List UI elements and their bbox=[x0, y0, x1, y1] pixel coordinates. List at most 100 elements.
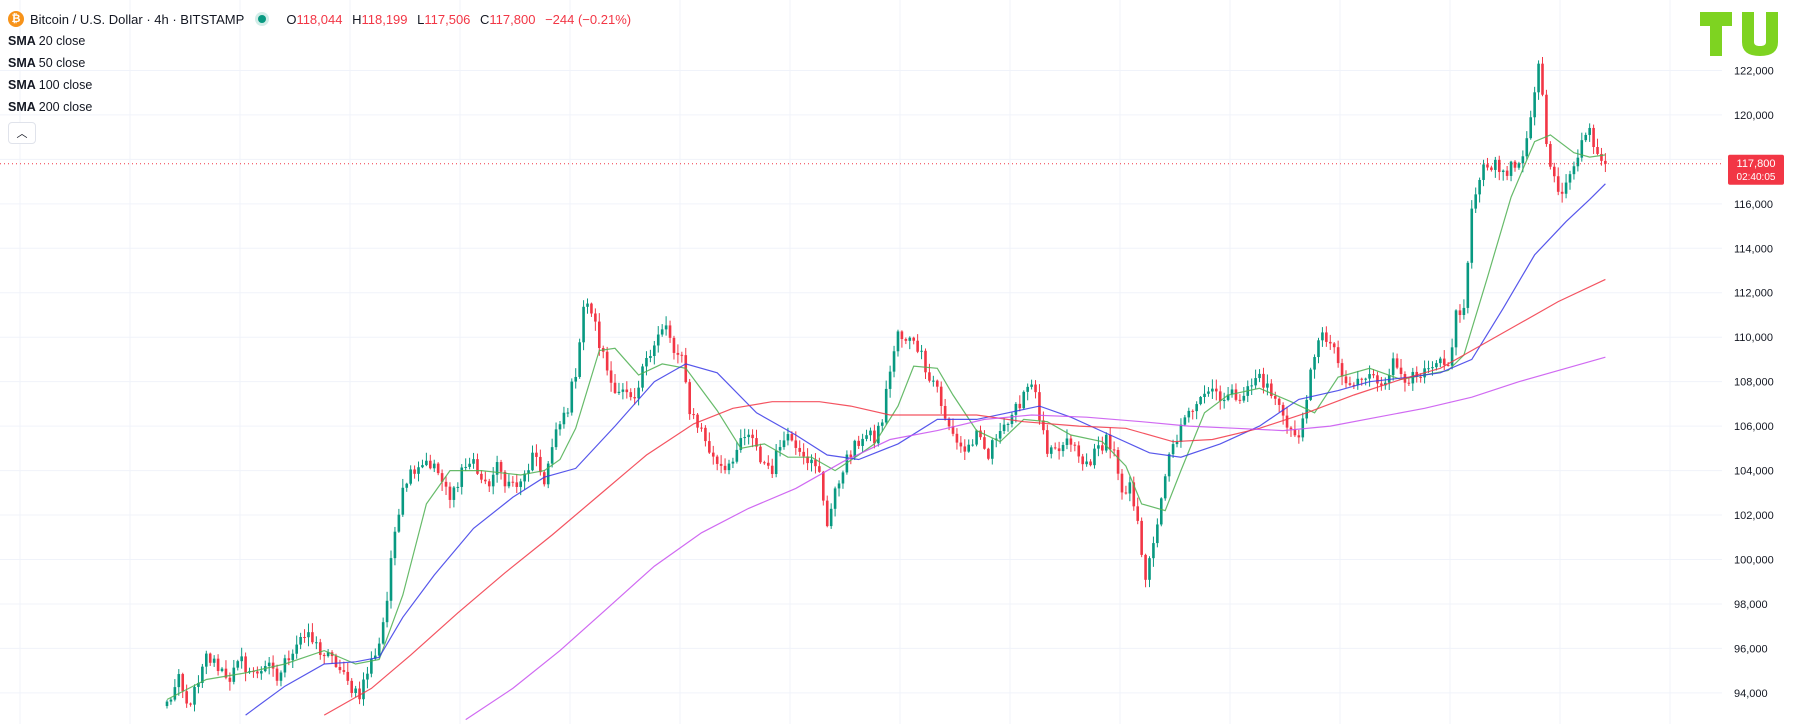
candle-body bbox=[1588, 127, 1591, 135]
candle-body bbox=[1474, 194, 1477, 209]
candle-body bbox=[660, 329, 664, 335]
candle-body bbox=[1215, 388, 1218, 392]
candle-body bbox=[1427, 368, 1430, 370]
candle-body bbox=[1545, 94, 1548, 145]
candle-body bbox=[1057, 448, 1061, 452]
candle-body bbox=[1187, 410, 1191, 418]
candle-body bbox=[460, 467, 464, 487]
candle-body bbox=[1238, 399, 1242, 401]
candle-body bbox=[1537, 63, 1540, 93]
candle-body bbox=[440, 473, 444, 482]
candle-body bbox=[747, 434, 750, 438]
countdown-timer: 02:40:05 bbox=[1737, 172, 1776, 183]
candle-body bbox=[295, 644, 298, 654]
candle-body bbox=[173, 687, 177, 700]
collapse-legend-button[interactable]: ︿ bbox=[8, 122, 36, 144]
candle-body bbox=[566, 412, 570, 414]
candle-body bbox=[1289, 427, 1293, 430]
candle-body bbox=[1199, 397, 1202, 405]
candle-body bbox=[397, 514, 401, 532]
candle-body bbox=[888, 371, 892, 389]
candle-body bbox=[1442, 358, 1446, 365]
candle-body bbox=[318, 642, 322, 655]
candle-body bbox=[476, 459, 479, 474]
candle-body bbox=[1085, 461, 1088, 465]
candle-body bbox=[1163, 476, 1167, 499]
candle-body bbox=[1348, 383, 1352, 385]
candle-body bbox=[1525, 138, 1529, 157]
candle-body bbox=[853, 440, 857, 458]
candle-body bbox=[1120, 473, 1124, 493]
candle-body bbox=[527, 470, 530, 474]
candle-body bbox=[1277, 398, 1281, 405]
candle-body bbox=[983, 437, 986, 449]
current-price-value: 117,800 bbox=[1737, 158, 1776, 170]
candle-body bbox=[452, 487, 456, 500]
candle-body bbox=[704, 427, 707, 442]
candle-body bbox=[401, 487, 405, 515]
candle-body bbox=[358, 688, 361, 700]
price-tick-label: 98,000 bbox=[1734, 599, 1768, 611]
candle-body bbox=[169, 699, 173, 702]
candle-body bbox=[1006, 423, 1010, 425]
candle-body bbox=[1592, 127, 1595, 148]
indicator-sma-200[interactable]: SMA 200 close bbox=[8, 96, 631, 118]
sma-line-200 bbox=[465, 356, 1606, 721]
candle-body bbox=[1564, 182, 1568, 194]
indicator-sma-20[interactable]: SMA 20 close bbox=[8, 30, 631, 52]
candle-body bbox=[782, 440, 786, 448]
candle-body bbox=[991, 440, 994, 459]
candle-body bbox=[1183, 417, 1187, 425]
symbol-title[interactable]: Bitcoin / U.S. Dollar · 4h · BITSTAMP bbox=[30, 11, 245, 27]
candle-body bbox=[1580, 140, 1584, 158]
candle-body bbox=[1556, 176, 1560, 192]
candle-body bbox=[1077, 445, 1081, 457]
candle-body bbox=[287, 658, 291, 661]
candle-body bbox=[1505, 170, 1509, 176]
candle-body bbox=[531, 452, 534, 471]
indicator-sma-50[interactable]: SMA 50 close bbox=[8, 52, 631, 74]
candle-body bbox=[865, 435, 868, 439]
candle-body bbox=[1513, 161, 1517, 168]
open-label: O bbox=[286, 11, 297, 27]
candle-body bbox=[484, 479, 487, 482]
candle-body bbox=[468, 463, 471, 467]
candle-body bbox=[177, 674, 181, 688]
candle-body bbox=[1521, 156, 1525, 164]
candle-body bbox=[955, 433, 959, 443]
candle-body bbox=[1262, 373, 1265, 388]
candle-body bbox=[1372, 374, 1375, 376]
candle-body bbox=[892, 351, 896, 372]
candle-body bbox=[197, 682, 200, 687]
candle-body bbox=[1002, 424, 1006, 432]
candle-body bbox=[299, 636, 302, 645]
candle-body bbox=[708, 441, 711, 453]
candle-body bbox=[1270, 383, 1273, 396]
candle-body bbox=[1046, 430, 1049, 454]
candle-body bbox=[1266, 383, 1269, 388]
candle-body bbox=[1108, 434, 1112, 450]
indicator-sma-100[interactable]: SMA 100 close bbox=[8, 74, 631, 96]
candle-body bbox=[1584, 134, 1588, 141]
low-value: 117,506 bbox=[424, 11, 471, 27]
candle-body bbox=[928, 372, 931, 381]
candle-body bbox=[1022, 391, 1026, 409]
candle-body bbox=[519, 481, 522, 487]
chevron-up-icon: ︿ bbox=[16, 128, 28, 140]
candle-body bbox=[1317, 340, 1320, 358]
candle-body bbox=[1116, 450, 1120, 474]
candle-body bbox=[727, 463, 731, 471]
candle-body bbox=[275, 668, 279, 681]
candle-body bbox=[692, 414, 695, 416]
candle-body bbox=[1144, 554, 1147, 580]
candle-body bbox=[326, 652, 330, 657]
change-value: −244 (−0.21%) bbox=[545, 11, 632, 27]
candle-body bbox=[244, 656, 247, 673]
candle-body bbox=[291, 653, 295, 661]
candle-body bbox=[900, 331, 904, 340]
candle-body bbox=[1093, 448, 1096, 466]
candle-body bbox=[637, 387, 640, 399]
candle-body bbox=[1325, 332, 1328, 342]
